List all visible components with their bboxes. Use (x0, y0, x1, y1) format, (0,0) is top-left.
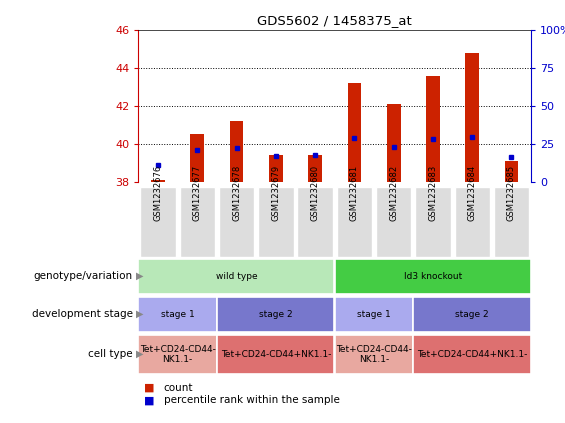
Text: GSM1232678: GSM1232678 (232, 165, 241, 221)
Text: GSM1232677: GSM1232677 (193, 165, 202, 221)
Text: stage 2: stage 2 (259, 310, 293, 319)
FancyBboxPatch shape (334, 259, 531, 294)
FancyBboxPatch shape (297, 187, 333, 257)
Text: Tet+CD24-CD44+NK1.1-: Tet+CD24-CD44+NK1.1- (417, 350, 527, 359)
Text: percentile rank within the sample: percentile rank within the sample (164, 396, 340, 405)
Text: cell type: cell type (88, 349, 133, 359)
FancyBboxPatch shape (414, 297, 531, 332)
FancyBboxPatch shape (337, 187, 372, 257)
Text: ▶: ▶ (136, 271, 143, 281)
Bar (347, 83, 361, 182)
Text: genotype/variation: genotype/variation (34, 271, 133, 281)
FancyBboxPatch shape (217, 335, 334, 374)
FancyBboxPatch shape (217, 297, 334, 332)
FancyBboxPatch shape (138, 335, 216, 374)
Text: GSM1232682: GSM1232682 (389, 165, 398, 221)
Text: stage 1: stage 1 (357, 310, 391, 319)
Text: GSM1232680: GSM1232680 (311, 165, 320, 221)
Bar (190, 135, 204, 182)
Bar (151, 180, 165, 182)
FancyBboxPatch shape (138, 297, 216, 332)
Bar (308, 155, 322, 182)
Text: ■: ■ (144, 383, 155, 393)
Text: ▶: ▶ (136, 349, 143, 359)
Text: Id3 knockout: Id3 knockout (404, 272, 462, 281)
FancyBboxPatch shape (454, 187, 490, 257)
Text: Tet+CD24-CD44-
NK1.1-: Tet+CD24-CD44- NK1.1- (140, 345, 216, 364)
FancyBboxPatch shape (258, 187, 294, 257)
Text: ▶: ▶ (136, 309, 143, 319)
FancyBboxPatch shape (494, 187, 529, 257)
Text: development stage: development stage (32, 309, 133, 319)
Bar (269, 155, 282, 182)
FancyBboxPatch shape (138, 259, 334, 294)
FancyBboxPatch shape (376, 187, 411, 257)
FancyBboxPatch shape (334, 297, 413, 332)
Title: GDS5602 / 1458375_at: GDS5602 / 1458375_at (258, 14, 412, 27)
Text: Tet+CD24-CD44-
NK1.1-: Tet+CD24-CD44- NK1.1- (336, 345, 412, 364)
Text: GSM1232684: GSM1232684 (468, 165, 477, 221)
Text: GSM1232683: GSM1232683 (428, 165, 437, 221)
Bar (466, 53, 479, 182)
Text: GSM1232679: GSM1232679 (271, 165, 280, 221)
FancyBboxPatch shape (415, 187, 451, 257)
Text: stage 2: stage 2 (455, 310, 489, 319)
FancyBboxPatch shape (180, 187, 215, 257)
Text: GSM1232676: GSM1232676 (154, 165, 163, 221)
Bar (387, 104, 401, 182)
Text: count: count (164, 383, 193, 393)
Text: Tet+CD24-CD44+NK1.1-: Tet+CD24-CD44+NK1.1- (221, 350, 331, 359)
FancyBboxPatch shape (140, 187, 176, 257)
FancyBboxPatch shape (334, 335, 413, 374)
Text: ■: ■ (144, 396, 155, 405)
FancyBboxPatch shape (414, 335, 531, 374)
Bar (426, 76, 440, 182)
Text: GSM1232685: GSM1232685 (507, 165, 516, 221)
Text: wild type: wild type (216, 272, 258, 281)
Bar (505, 161, 518, 182)
Text: stage 1: stage 1 (161, 310, 194, 319)
Text: GSM1232681: GSM1232681 (350, 165, 359, 221)
Bar (230, 121, 244, 182)
FancyBboxPatch shape (219, 187, 254, 257)
